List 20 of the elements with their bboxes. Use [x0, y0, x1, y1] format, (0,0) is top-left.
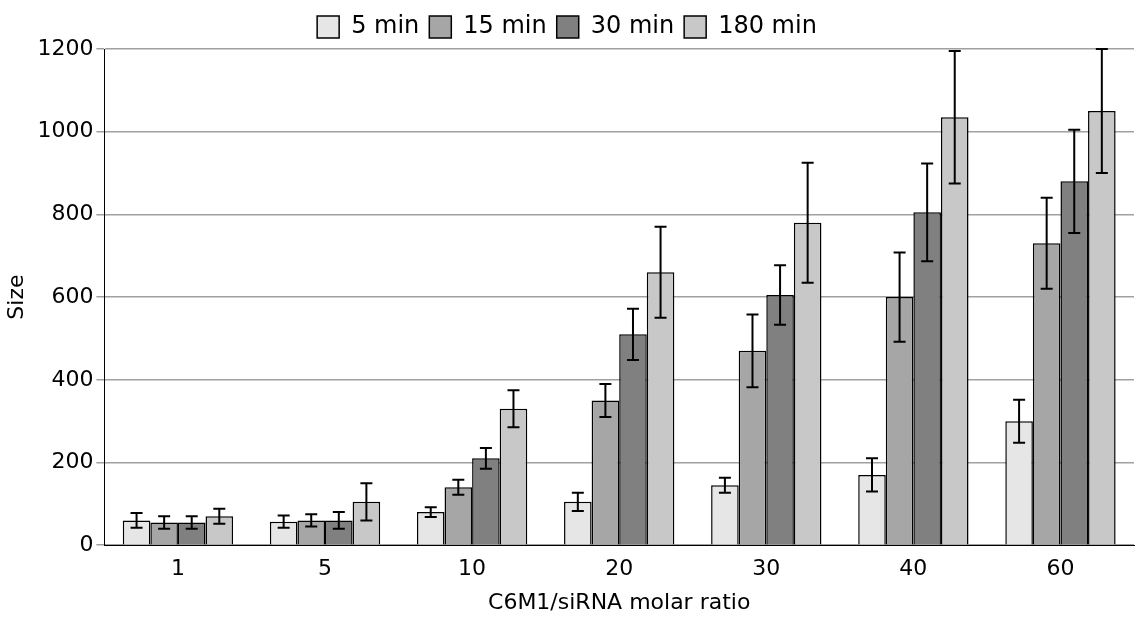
- x-tick-label: 10: [458, 555, 487, 581]
- x-tick-label: 30: [752, 555, 781, 581]
- y-tick-label: 200: [51, 448, 94, 474]
- x-tick-label: 60: [1046, 555, 1075, 581]
- x-tick-label: 20: [605, 555, 634, 581]
- y-tick-label: 1200: [37, 34, 94, 60]
- legend-label: 5 min: [351, 11, 420, 40]
- y-tick-label: 600: [51, 282, 94, 308]
- x-tick-label: 40: [899, 555, 928, 581]
- legend-label: 30 min: [590, 11, 675, 40]
- legend-label: 180 min: [718, 11, 817, 40]
- x-axis-title: C6M1/siRNA molar ratio: [488, 588, 751, 614]
- y-tick-label: 800: [51, 200, 94, 226]
- legend-label: 15 min: [463, 11, 547, 40]
- y-tick-label: 0: [79, 530, 94, 556]
- y-tick-label: 1000: [37, 117, 94, 143]
- y-tick-label: 400: [51, 365, 94, 391]
- x-tick-label: 1: [170, 555, 185, 581]
- y-axis-title: Size: [2, 274, 28, 320]
- x-tick-label: 5: [318, 555, 333, 581]
